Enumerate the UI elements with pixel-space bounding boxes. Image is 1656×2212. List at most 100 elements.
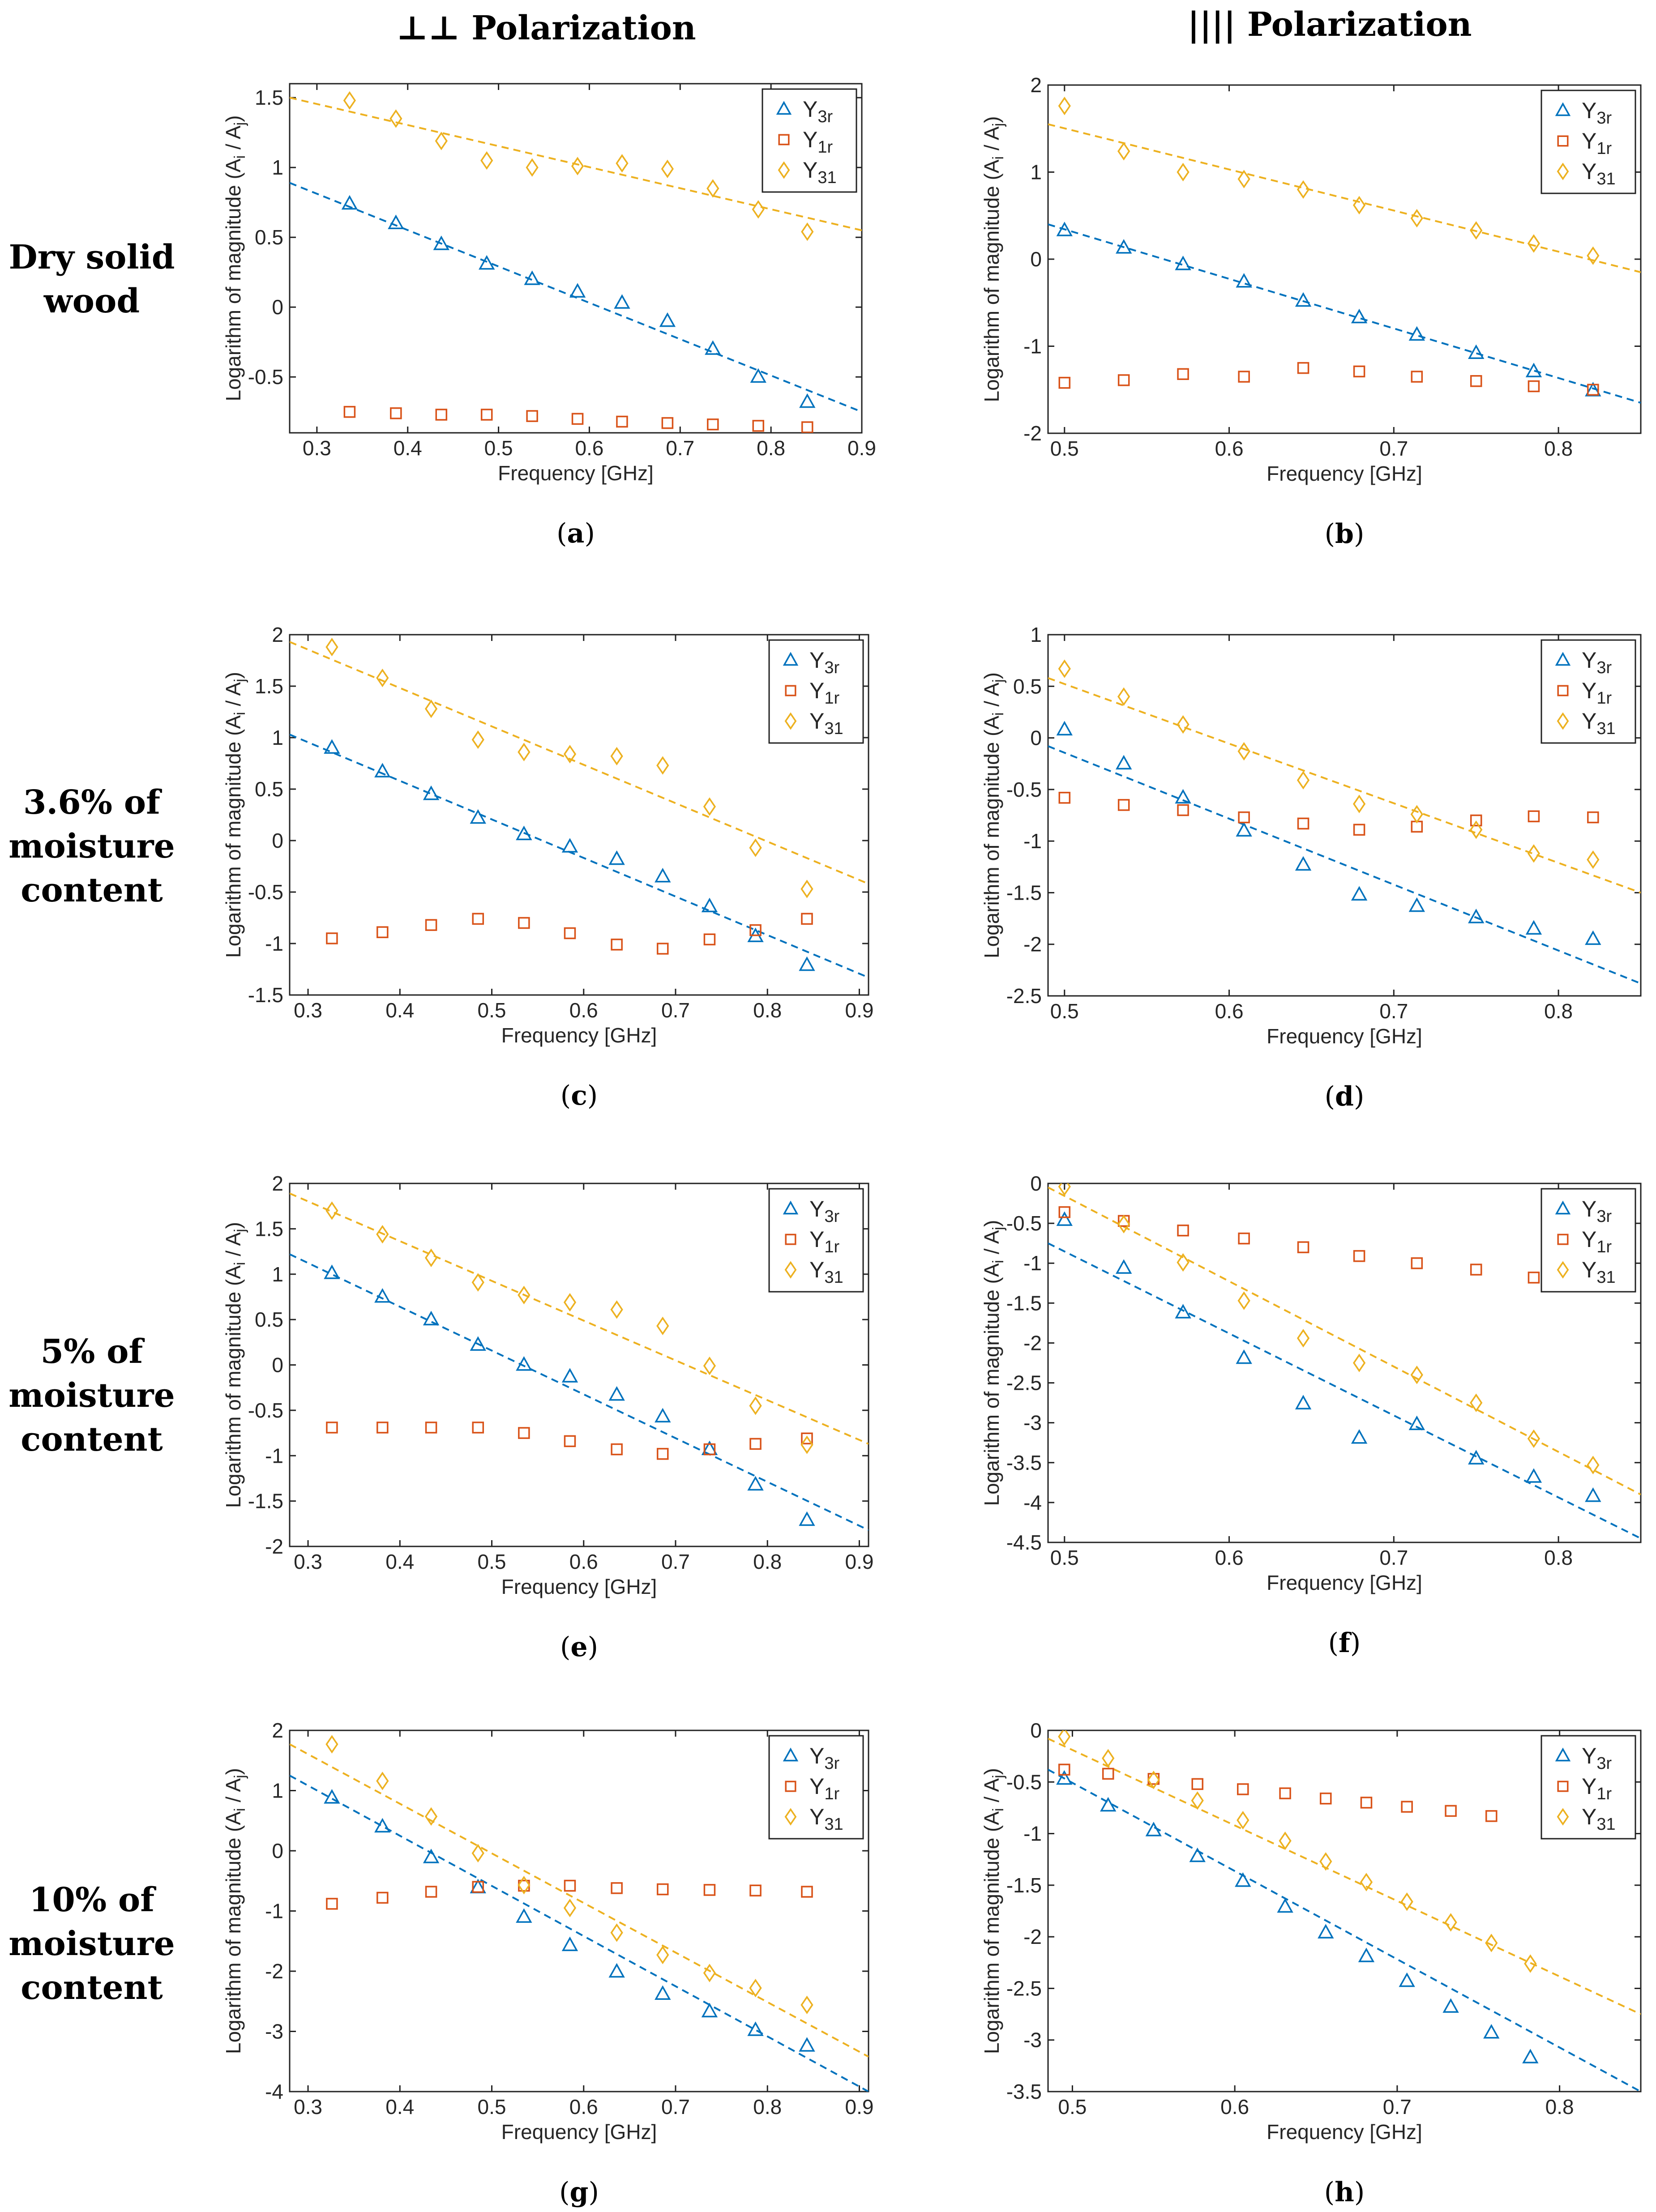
point-Y3r bbox=[1235, 1872, 1251, 1887]
point-Y3r bbox=[1175, 789, 1191, 804]
point-Y31 bbox=[703, 797, 716, 816]
point-Y3r bbox=[608, 1386, 625, 1401]
chart-b: 0.5 0.6 0.7 0.8 -2 -1 0 1 2 Frequency [GHz] Logari… bbox=[980, 73, 1642, 550]
x-tick-label: 0.8 bbox=[753, 2095, 782, 2118]
point-Y3r bbox=[701, 897, 718, 913]
point-Y1r bbox=[1587, 384, 1599, 396]
legend-label-Y31: Y31 bbox=[1582, 1257, 1616, 1287]
point-Y1r bbox=[1177, 368, 1189, 380]
point-Y1r bbox=[425, 1422, 437, 1434]
point-Y3r bbox=[750, 368, 766, 383]
point-Y31 bbox=[471, 1844, 484, 1863]
point-Y3r bbox=[516, 1908, 532, 1923]
legend-label-Y1r: Y1r bbox=[809, 1227, 839, 1256]
point-Y31 bbox=[1058, 96, 1071, 115]
legend-marker-Y1r bbox=[1557, 1234, 1569, 1245]
point-Y1r bbox=[435, 409, 448, 421]
y-tick-label: 1.5 bbox=[255, 86, 283, 109]
point-Y3r bbox=[516, 1356, 532, 1371]
point-Y3r bbox=[799, 956, 815, 971]
point-Y3r bbox=[1468, 909, 1485, 923]
x-axis-label: Frequency [GHz] bbox=[1267, 2120, 1422, 2144]
legend-label-Y3r: Y3r bbox=[1582, 98, 1612, 128]
point-Y3r bbox=[1408, 1415, 1425, 1431]
point-Y1r bbox=[526, 410, 538, 422]
chart-h: 0.5 0.6 0.7 0.8 -3.5 -3 -2.5 -2 -1.5 -1 -0.5 0 Frequ… bbox=[980, 1719, 1642, 2208]
point-Y3r bbox=[1525, 920, 1542, 935]
point-Y1r bbox=[657, 1883, 669, 1896]
point-Y1r bbox=[1237, 1783, 1249, 1795]
plot-frame bbox=[1047, 634, 1642, 997]
point-Y1r bbox=[1058, 376, 1071, 389]
y-tick-label: -1 bbox=[1023, 1251, 1042, 1275]
x-tick-label: 0.7 bbox=[661, 2095, 690, 2118]
y-tick-label: 0 bbox=[1030, 1719, 1042, 1742]
y-tick-label: -1.5 bbox=[1006, 1874, 1042, 1897]
point-Y31 bbox=[1177, 1253, 1190, 1272]
legend-label-Y1r: Y1r bbox=[803, 127, 833, 157]
x-tick-label: 0.8 bbox=[757, 436, 785, 460]
x-axis-label: Frequency [GHz] bbox=[1267, 1025, 1422, 1048]
point-Y31 bbox=[749, 1396, 762, 1415]
y-tick-label: 1 bbox=[272, 156, 283, 179]
chart-f: 0.5 0.6 0.7 0.8 -4.5 -4 -3.5 -3 -2.5 -2 -1.5 -1 -0.5… bbox=[980, 1172, 1642, 1659]
point-Y1r bbox=[564, 1879, 576, 1892]
y-tick-label: -1.5 bbox=[1006, 1291, 1042, 1315]
point-Y3r bbox=[655, 867, 671, 883]
y-tick-label: -2.5 bbox=[1006, 1371, 1042, 1395]
x-tick-label: 0.7 bbox=[1379, 437, 1408, 460]
x-tick-label: 0.4 bbox=[394, 436, 422, 460]
legend-box bbox=[1540, 90, 1636, 194]
point-Y31 bbox=[1191, 1791, 1204, 1810]
point-Y31 bbox=[656, 1945, 669, 1964]
point-Y31 bbox=[1237, 742, 1250, 761]
x-tick-label: 0.3 bbox=[294, 1550, 322, 1573]
point-Y1r bbox=[749, 1884, 762, 1897]
point-Y3r bbox=[1522, 2049, 1539, 2063]
row-title-dry-line-1: Dry solid bbox=[9, 238, 175, 277]
point-Y31 bbox=[518, 743, 531, 761]
point-Y1r bbox=[1411, 820, 1423, 833]
legend-box bbox=[768, 1735, 864, 1840]
point-Y3r bbox=[1175, 1304, 1191, 1319]
point-Y1r bbox=[472, 913, 484, 925]
point-Y3r bbox=[433, 235, 449, 250]
point-Y31 bbox=[1177, 162, 1190, 182]
legend-label-Y1r: Y1r bbox=[1582, 128, 1612, 158]
point-Y31 bbox=[376, 1772, 389, 1790]
point-Y31 bbox=[435, 132, 448, 150]
y-tick-label: 2 bbox=[1030, 73, 1042, 97]
y-tick-label: 0.5 bbox=[255, 777, 283, 801]
point-Y31 bbox=[800, 1995, 813, 2015]
x-tick-label: 0.5 bbox=[478, 1550, 506, 1573]
x-tick-label: 0.6 bbox=[1215, 437, 1244, 460]
legend-label-Y31: Y31 bbox=[1582, 159, 1616, 188]
point-Y1r bbox=[1528, 380, 1540, 393]
point-Y31 bbox=[616, 154, 629, 173]
point-Y3r bbox=[701, 2003, 718, 2018]
point-Y31 bbox=[424, 699, 438, 718]
point-Y3r bbox=[1351, 886, 1368, 901]
x-tick-label: 0.8 bbox=[1545, 2095, 1574, 2118]
point-Y31 bbox=[526, 158, 539, 177]
point-Y3r bbox=[747, 2021, 764, 2036]
y-tick-label: -4 bbox=[1023, 1491, 1042, 1514]
x-tick-label: 0.7 bbox=[661, 999, 690, 1022]
y-tick-label: -2 bbox=[1023, 1331, 1042, 1354]
point-Y1r bbox=[611, 939, 623, 951]
y-axis-label: Logarithm of magnitude (Ai / Aj) bbox=[980, 1768, 1007, 2054]
point-Y31 bbox=[1360, 1873, 1373, 1892]
point-Y3r bbox=[1295, 856, 1312, 871]
plot-area bbox=[290, 637, 869, 978]
point-Y3r bbox=[561, 838, 578, 853]
point-Y3r bbox=[1525, 1468, 1542, 1483]
point-Y31 bbox=[1410, 805, 1423, 824]
legend-label-Y3r: Y3r bbox=[809, 1743, 839, 1773]
y-tick-label: 0.5 bbox=[255, 1308, 283, 1331]
x-tick-label: 0.8 bbox=[1544, 1546, 1573, 1569]
point-Y1r bbox=[1411, 371, 1423, 383]
legend-label-Y1r: Y1r bbox=[1582, 1774, 1612, 1803]
point-Y1r bbox=[377, 926, 389, 938]
legend-marker-Y1r bbox=[785, 1234, 796, 1245]
y-tick-label: 0 bbox=[272, 295, 283, 319]
